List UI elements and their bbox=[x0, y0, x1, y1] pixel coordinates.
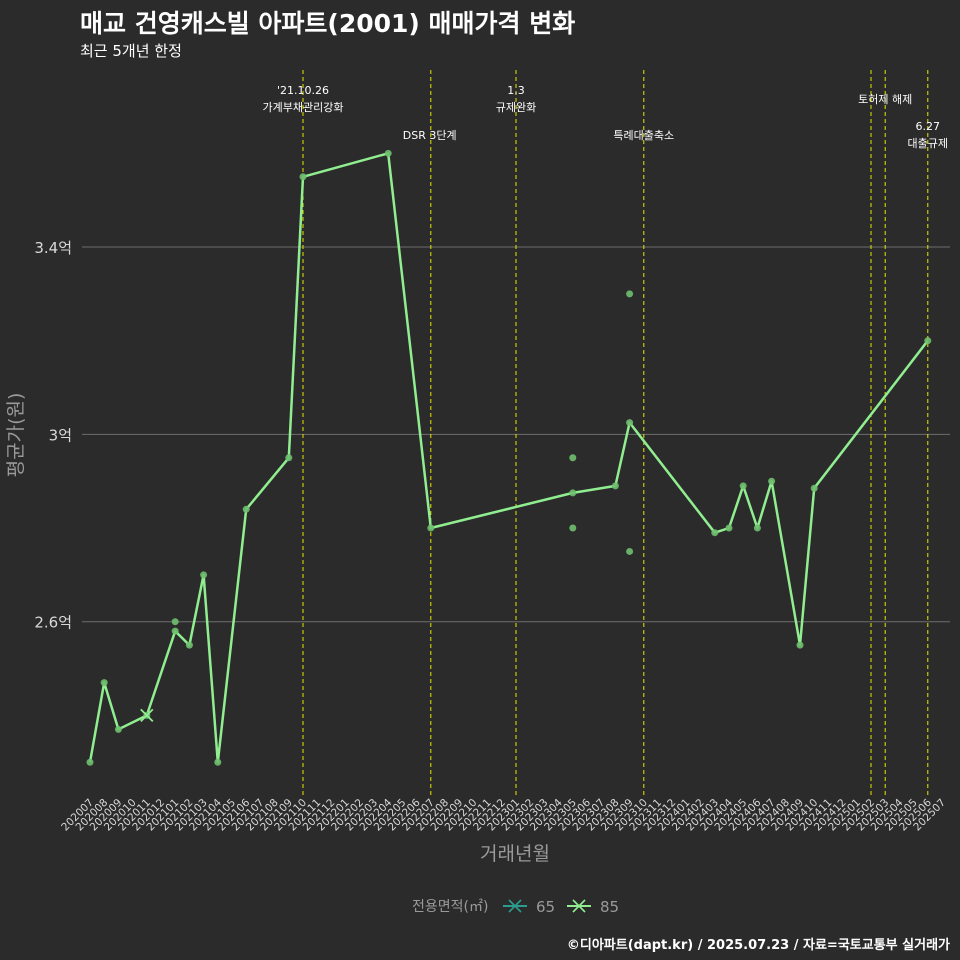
data-point bbox=[768, 477, 776, 485]
x-axis-ticks: 2020072020082020092020102020112020122021… bbox=[59, 796, 948, 833]
legend-entry-label: 65 bbox=[536, 898, 555, 916]
data-point bbox=[569, 524, 577, 532]
y-tick-label: 3.4억 bbox=[34, 239, 72, 257]
data-point bbox=[753, 524, 761, 532]
data-point bbox=[86, 758, 94, 766]
data-point bbox=[924, 337, 932, 345]
data-point bbox=[725, 524, 733, 532]
y-axis-ticks: 2.6억 3억 3.4억 bbox=[34, 239, 72, 632]
event-annotation: 1.3 bbox=[507, 84, 525, 97]
source-caption: ©디아파트(dapt.kr) / 2025.07.23 / 자료=국토교통부 실… bbox=[566, 938, 950, 953]
legend-entry-label: 85 bbox=[600, 898, 619, 916]
data-point bbox=[796, 641, 804, 649]
data-point bbox=[285, 454, 293, 462]
data-point bbox=[626, 290, 634, 298]
series-65-marker bbox=[140, 708, 154, 723]
data-point bbox=[185, 641, 193, 649]
legend: 전용면적(㎡) 65 85 bbox=[412, 898, 619, 916]
data-point bbox=[299, 173, 307, 181]
data-point bbox=[626, 419, 634, 427]
data-point bbox=[171, 627, 179, 635]
data-point bbox=[100, 679, 108, 687]
event-annotation: 규제완화 bbox=[496, 101, 536, 114]
event-annotation: '21.10.26 bbox=[277, 84, 329, 97]
event-annotation: 특례대출축소 bbox=[613, 129, 674, 142]
y-axis-title: 평균가(원) bbox=[5, 393, 27, 478]
data-point bbox=[739, 482, 747, 490]
data-point bbox=[427, 524, 435, 532]
event-annotation: DSR 3단계 bbox=[403, 129, 457, 142]
data-point bbox=[200, 571, 208, 579]
series-85-line bbox=[88, 152, 929, 764]
legend-key-marker bbox=[572, 899, 586, 913]
event-annotation: 대출규제 bbox=[908, 137, 948, 150]
chart-subtitle: 최근 5개년 한정 bbox=[80, 42, 182, 60]
data-point bbox=[242, 505, 250, 513]
series-layer bbox=[86, 149, 932, 766]
data-point bbox=[810, 484, 818, 492]
y-tick-label: 3억 bbox=[49, 426, 72, 444]
data-point bbox=[611, 482, 619, 490]
data-point bbox=[114, 725, 122, 733]
data-point bbox=[384, 149, 392, 157]
data-point bbox=[626, 547, 634, 555]
x-axis-title: 거래년월 bbox=[480, 843, 550, 865]
event-annotation: 가계부채관리강화 bbox=[263, 101, 344, 114]
legend-title: 전용면적(㎡) bbox=[412, 899, 488, 915]
data-point bbox=[171, 618, 179, 626]
event-annotation: 6.27 bbox=[916, 120, 941, 133]
data-point bbox=[569, 454, 577, 462]
data-point bbox=[214, 758, 222, 766]
y-tick-label: 2.6억 bbox=[34, 614, 72, 632]
event-annotation: 토허제 해제 bbox=[858, 92, 912, 106]
legend-key-marker bbox=[508, 899, 522, 913]
data-point bbox=[569, 489, 577, 497]
chart-title: 매교 건영캐스빌 아파트(2001) 매매가격 변화 bbox=[80, 9, 576, 38]
data-point bbox=[711, 529, 719, 537]
